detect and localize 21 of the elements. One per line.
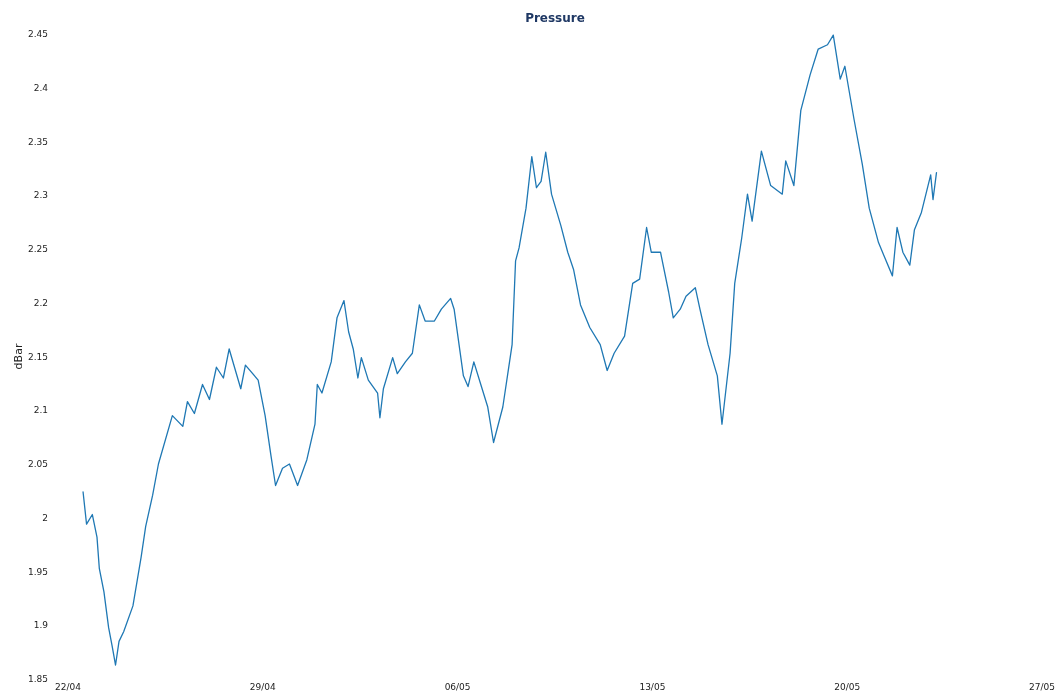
x-tick-label: 06/05 [444, 682, 471, 692]
y-axis-title: dBar [12, 343, 25, 370]
y-tick-label: 2.4 [33, 82, 49, 93]
y-tick-label: 2.1 [33, 405, 48, 416]
y-tick-label: 2.15 [27, 351, 48, 362]
y-tick-label: 2.25 [27, 244, 48, 255]
y-tick-label: 2.45 [27, 29, 48, 40]
x-tick-label: 20/05 [834, 682, 861, 692]
x-tick-label: 13/05 [639, 682, 666, 692]
x-tick-label: 22/04 [55, 682, 82, 692]
y-tick-label: 2.2 [33, 297, 48, 308]
y-tick-label: 2.3 [33, 190, 48, 201]
y-tick-label: 2 [42, 512, 48, 523]
chart-title: Pressure [525, 11, 585, 25]
y-tick-label: 1.95 [27, 566, 48, 577]
x-tick-label: 29/04 [249, 682, 277, 692]
y-tick-label: 1.9 [33, 620, 49, 631]
x-tick-label: 27/05 [1029, 682, 1055, 692]
y-tick-label: 1.85 [27, 674, 48, 685]
y-tick-label: 2.35 [27, 136, 48, 147]
y-tick-label: 2.05 [27, 459, 48, 470]
